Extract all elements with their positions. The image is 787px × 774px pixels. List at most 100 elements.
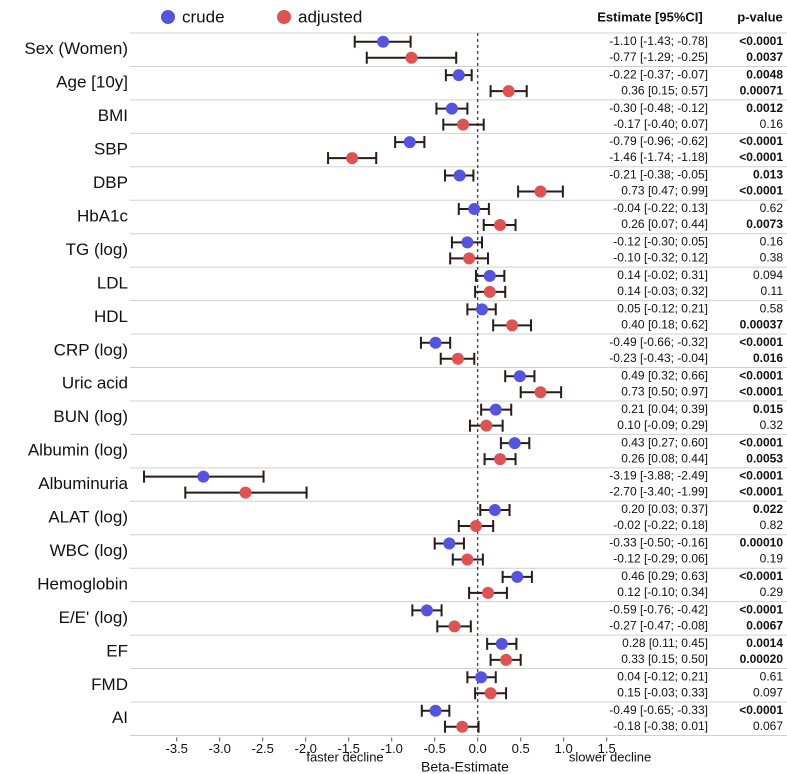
point-estimate	[448, 620, 461, 633]
legend-marker	[161, 10, 175, 24]
x-tick-label: -0.5	[423, 741, 445, 756]
estimate-label: 0.04 [-0.12; 0.21]	[617, 669, 708, 683]
p-value: 0.00010	[740, 536, 784, 550]
p-value: 0.0012	[746, 101, 783, 115]
left-note: faster decline	[306, 749, 383, 764]
estimate-label: -0.04 [-0.22; 0.13]	[613, 201, 708, 215]
p-value: 0.097	[753, 685, 783, 699]
p-value: <0.0001	[739, 469, 783, 483]
row-label: Hemoglobin	[37, 574, 128, 593]
p-value: 0.38	[760, 251, 784, 265]
p-value: 0.82	[760, 518, 784, 532]
estimate-label: -0.12 [-0.29; 0.06]	[613, 552, 708, 566]
row-label: CRP (log)	[54, 340, 128, 359]
estimate-label: -2.70 [-3.40; -1.99]	[609, 485, 708, 499]
estimate-label: -3.19 [-3.88; -2.49]	[609, 469, 708, 483]
p-value: <0.0001	[739, 603, 783, 617]
legend-label: crude	[182, 7, 225, 26]
estimate-label: 0.28 [0.11; 0.45]	[622, 636, 708, 650]
estimate-label: 0.05 [-0.12; 0.21]	[617, 301, 708, 315]
point-estimate	[429, 336, 442, 349]
p-value: <0.0001	[739, 335, 783, 349]
point-estimate	[484, 687, 497, 700]
point-estimate	[482, 586, 495, 599]
point-estimate	[197, 470, 210, 483]
estimate-label: -0.49 [-0.66; -0.32]	[609, 335, 708, 349]
point-estimate	[452, 69, 465, 82]
estimate-label: -1.10 [-1.43; -0.78]	[609, 34, 708, 48]
x-tick-label: 1.5	[598, 741, 616, 756]
p-value: 0.58	[760, 301, 784, 315]
p-value: 0.022	[753, 502, 783, 516]
row-label: E/E' (log)	[59, 608, 128, 627]
p-value: 0.19	[760, 552, 784, 566]
row-label: Age [10y]	[56, 73, 128, 92]
x-tick-label: 0.5	[512, 741, 530, 756]
x-tick-label: -3.5	[165, 741, 187, 756]
estimate-label: 0.14 [-0.03; 0.32]	[617, 284, 708, 298]
point-estimate	[403, 136, 416, 149]
row-label: WBC (log)	[50, 541, 128, 560]
p-value: 0.61	[760, 669, 784, 683]
row-label: AI	[112, 708, 128, 727]
x-tick-label: -1.0	[380, 741, 402, 756]
point-estimate	[453, 169, 466, 182]
point-estimate	[429, 704, 442, 717]
point-estimate	[461, 553, 474, 566]
point-estimate	[489, 403, 502, 416]
estimate-label: 0.26 [0.08; 0.44]	[621, 451, 708, 465]
estimate-label: -0.17 [-0.40; 0.07]	[613, 117, 708, 131]
point-estimate	[475, 671, 488, 684]
estimate-label: -0.22 [-0.37; -0.07]	[609, 67, 708, 81]
estimate-label: 0.46 [0.29; 0.63]	[621, 569, 708, 583]
p-value: 0.0073	[746, 217, 783, 231]
legend-marker	[277, 10, 291, 24]
estimate-label: -0.59 [-0.76; -0.42]	[609, 603, 708, 617]
estimate-label: 0.12 [-0.10; 0.34]	[617, 585, 708, 599]
p-value: 0.015	[753, 402, 783, 416]
p-value: <0.0001	[739, 703, 783, 717]
estimate-label: -0.49 [-0.65; -0.33]	[609, 703, 708, 717]
row-label: Albumin (log)	[28, 441, 128, 460]
p-value: 0.00071	[740, 83, 784, 97]
point-estimate	[457, 118, 470, 131]
row-label: HDL	[94, 307, 128, 326]
point-estimate	[502, 85, 515, 98]
estimate-label: 0.49 [0.32; 0.66]	[621, 368, 708, 382]
p-value: 0.067	[753, 719, 783, 733]
estimate-label: 0.73 [0.47; 0.99]	[621, 184, 708, 198]
row-label: HbA1c	[77, 206, 129, 225]
estimate-label: 0.33 [0.15; 0.50]	[621, 652, 708, 666]
row-label: EF	[106, 641, 128, 660]
row-label: BMI	[98, 106, 128, 125]
estimate-label: -1.46 [-1.74; -1.18]	[609, 150, 708, 164]
point-estimate	[451, 352, 464, 365]
x-axis-label: Beta-Estimate	[421, 759, 509, 774]
estimate-label: -0.30 [-0.48; -0.12]	[609, 101, 708, 115]
estimate-label: 0.10 [-0.09; 0.29]	[617, 418, 708, 432]
estimate-label: -0.23 [-0.43; -0.04]	[609, 351, 708, 365]
estimate-label: 0.43 [0.27; 0.60]	[621, 435, 708, 449]
estimate-label: -0.79 [-0.96; -0.62]	[609, 134, 708, 148]
p-value: 0.00037	[740, 317, 784, 331]
p-value: 0.16	[760, 235, 784, 249]
point-estimate	[488, 504, 501, 517]
estimate-label: 0.14 [-0.02; 0.31]	[617, 268, 708, 282]
estimate-label: -0.10 [-0.32; 0.12]	[613, 251, 708, 265]
estimate-label: 0.36 [0.15; 0.57]	[621, 83, 708, 97]
point-estimate	[513, 370, 526, 383]
estimate-label: 0.20 [0.03; 0.37]	[621, 502, 708, 516]
point-estimate	[500, 653, 513, 666]
point-estimate	[534, 185, 547, 198]
p-value: 0.0037	[746, 50, 783, 64]
estimate-label: 0.73 [0.50; 0.97]	[621, 384, 708, 398]
point-estimate	[463, 252, 476, 265]
row-label: FMD	[91, 675, 128, 694]
point-estimate	[443, 537, 456, 550]
table-header: Estimate [95%CI]	[597, 9, 702, 24]
p-value: 0.16	[760, 117, 784, 131]
point-estimate	[508, 437, 521, 450]
p-value: 0.0014	[746, 636, 783, 650]
point-estimate	[469, 520, 482, 533]
x-tick-label: -3.0	[208, 741, 230, 756]
